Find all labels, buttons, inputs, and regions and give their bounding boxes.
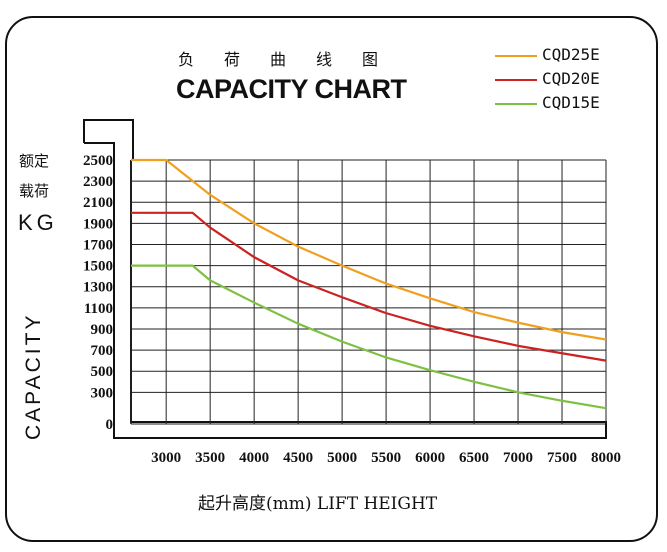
chart-title: CAPACITY CHART: [176, 74, 407, 104]
y-tick-label: 700: [91, 343, 114, 359]
x-tick-label: 5500: [371, 450, 401, 466]
legend-swatch-cqd15e: [495, 103, 537, 105]
x-tick-label: 8000: [591, 450, 621, 466]
x-tick-label: 6000: [415, 450, 445, 466]
x-tick-label: 3000: [151, 450, 181, 466]
y-tick-label: 1100: [84, 301, 113, 317]
series-line-cqd20e: [131, 211, 607, 362]
legend-swatch-cqd20e: [495, 79, 537, 81]
y-tick-label: 900: [91, 322, 114, 338]
y-tick-label: 1900: [83, 216, 113, 232]
series-line-cqd25e: [131, 158, 607, 341]
x-tick-label: 7500: [547, 450, 577, 466]
x-tick-label: 3500: [195, 450, 225, 466]
axis-frame: [83, 119, 607, 439]
legend-item-cqd15e: CQD15E: [495, 93, 655, 113]
legend-item-cqd20e: CQD20E: [495, 69, 655, 89]
y-axis-label-chinese-line1: 额定: [19, 152, 50, 170]
legend-label-cqd15e: CQD15E: [542, 93, 600, 112]
x-tick-label: 4500: [283, 450, 313, 466]
legend-swatch-cqd25e: [495, 55, 537, 57]
y-tick-label: 2100: [83, 195, 113, 211]
legend-item-cqd25e: CQD25E: [495, 45, 655, 65]
y-tick-label: 0: [106, 417, 114, 433]
y-axis-label-chinese-line2: 载荷: [19, 182, 50, 200]
y-tick-label: 1300: [83, 280, 113, 296]
x-tick-label: 6500: [459, 450, 489, 466]
legend-label-cqd20e: CQD20E: [542, 69, 600, 88]
y-tick-label: 2300: [83, 174, 113, 190]
y-axis-unit: KG: [18, 210, 58, 235]
tick-labels: 2500 2300 2100 1900 1700 1500 1300 1100 900 700 50…: [83, 153, 621, 466]
x-tick-label: 4000: [239, 450, 269, 466]
y-tick-label: 1500: [83, 259, 113, 275]
chart-title-chinese: 负荷曲线图: [178, 50, 409, 69]
axis-outline: [83, 119, 607, 439]
series-lines: [131, 158, 607, 410]
series-line-cqd15e: [131, 264, 607, 410]
x-axis-label: 起升高度(mm) LIFT HEIGHT: [198, 494, 438, 514]
y-tick-label: 500: [91, 364, 114, 380]
y-tick-label: 2500: [83, 153, 113, 169]
legend-label-cqd25e: CQD25E: [542, 45, 600, 64]
x-tick-label: 7000: [503, 450, 533, 466]
x-tick-label: 5000: [327, 450, 357, 466]
y-tick-label: 1700: [83, 237, 113, 253]
grid: [130, 159, 607, 425]
chart-frame: [5, 16, 658, 542]
y-tick-label: 300: [91, 385, 114, 401]
